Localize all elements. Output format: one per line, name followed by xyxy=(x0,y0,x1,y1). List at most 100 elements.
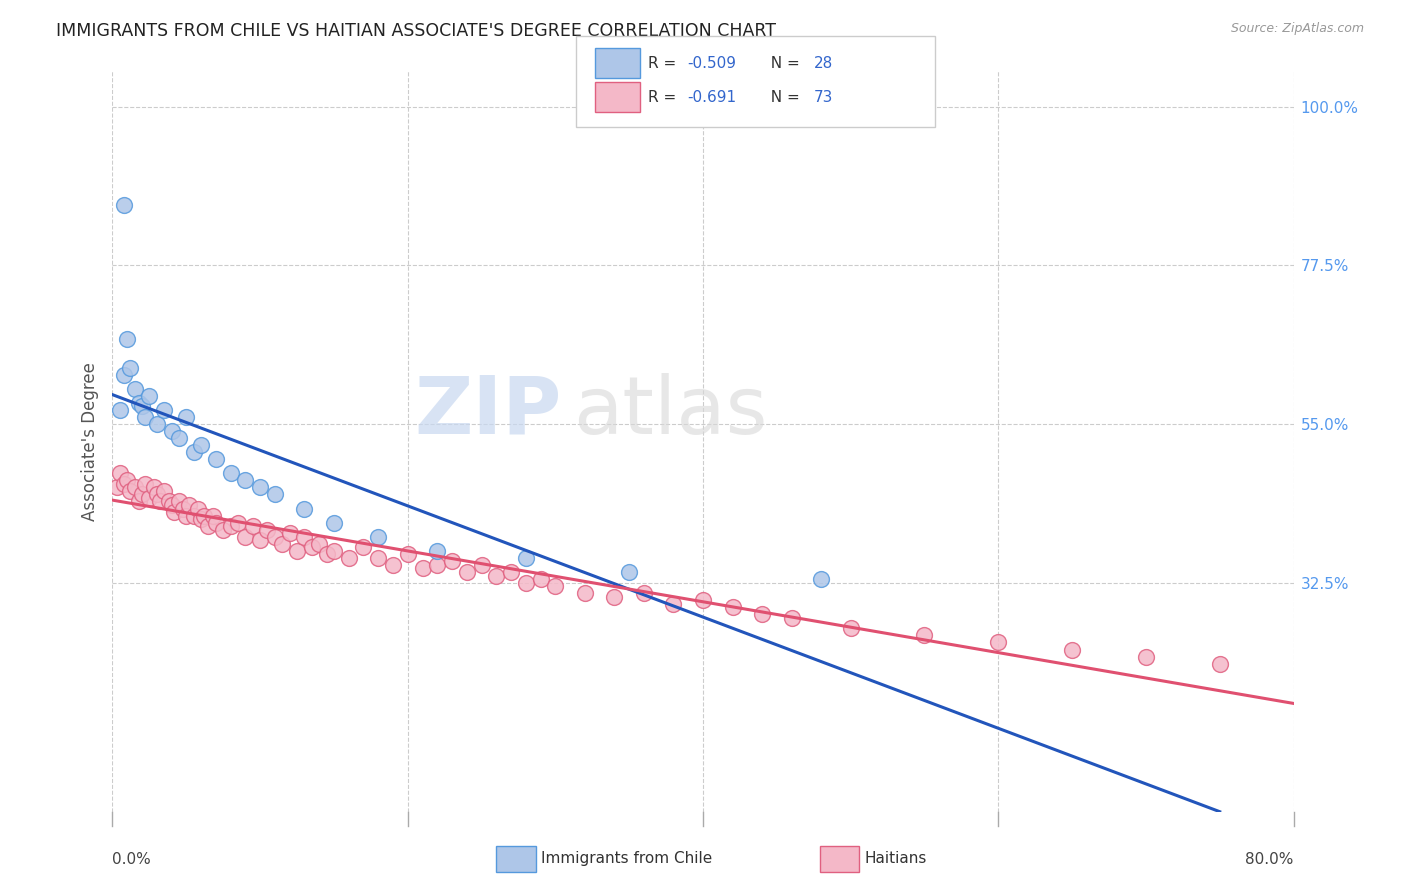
Point xyxy=(485,568,508,582)
Point xyxy=(810,572,832,586)
Point xyxy=(183,508,205,523)
Point xyxy=(197,519,219,533)
Point xyxy=(367,550,389,565)
Point xyxy=(264,487,287,501)
Point xyxy=(172,501,194,516)
Text: IMMIGRANTS FROM CHILE VS HAITIAN ASSOCIATE'S DEGREE CORRELATION CHART: IMMIGRANTS FROM CHILE VS HAITIAN ASSOCIA… xyxy=(56,22,776,40)
Point xyxy=(108,467,131,481)
Point xyxy=(308,537,330,551)
Point xyxy=(367,530,389,544)
Point xyxy=(662,597,685,611)
Point xyxy=(396,547,419,561)
Text: -0.509: -0.509 xyxy=(688,56,737,70)
Point xyxy=(190,512,212,526)
Point xyxy=(190,438,212,452)
Point xyxy=(1208,657,1232,671)
Point xyxy=(120,360,142,375)
Point xyxy=(633,586,655,600)
Point xyxy=(160,498,183,512)
Text: 80.0%: 80.0% xyxy=(1246,853,1294,867)
Point xyxy=(278,526,301,541)
Point xyxy=(1135,649,1157,664)
Point xyxy=(751,607,773,622)
Point xyxy=(163,505,186,519)
Point xyxy=(149,494,172,508)
Point xyxy=(914,628,936,642)
Point xyxy=(987,635,1010,649)
Point xyxy=(441,554,464,568)
Point xyxy=(128,494,150,508)
Point xyxy=(138,389,160,403)
Point xyxy=(205,452,228,467)
Point xyxy=(138,491,160,505)
Point xyxy=(212,523,235,537)
Point xyxy=(167,494,190,508)
Point xyxy=(134,476,156,491)
Point xyxy=(382,558,405,572)
Point xyxy=(226,516,249,530)
Point xyxy=(183,445,205,459)
Point xyxy=(692,593,714,607)
Point xyxy=(219,467,242,481)
Point xyxy=(112,476,135,491)
Point xyxy=(271,537,294,551)
Point xyxy=(174,508,197,523)
Point xyxy=(249,533,271,548)
Text: atlas: atlas xyxy=(574,373,768,451)
Text: Haitians: Haitians xyxy=(865,851,927,865)
Point xyxy=(315,547,337,561)
Text: Source: ZipAtlas.com: Source: ZipAtlas.com xyxy=(1230,22,1364,36)
Point xyxy=(323,544,346,558)
Point xyxy=(574,586,596,600)
Point xyxy=(456,565,478,579)
Point xyxy=(529,572,551,586)
Point xyxy=(205,516,228,530)
Point xyxy=(603,590,626,604)
Point xyxy=(219,519,242,533)
Point xyxy=(426,558,449,572)
Point xyxy=(1062,642,1084,657)
Point xyxy=(337,550,360,565)
Point xyxy=(780,611,803,625)
Text: R =: R = xyxy=(648,56,682,70)
Point xyxy=(426,544,449,558)
Point xyxy=(153,402,176,417)
Y-axis label: Associate's Degree: Associate's Degree xyxy=(80,362,98,521)
Point xyxy=(264,530,287,544)
Point xyxy=(153,483,176,498)
Point xyxy=(233,530,256,544)
Text: 73: 73 xyxy=(814,90,834,104)
Point xyxy=(470,558,494,572)
Point xyxy=(352,541,374,555)
Point xyxy=(187,501,209,516)
Point xyxy=(619,565,641,579)
Point xyxy=(146,487,169,501)
Point xyxy=(131,487,153,501)
Point xyxy=(301,541,323,555)
Point xyxy=(167,431,190,445)
Point xyxy=(134,409,156,424)
Point xyxy=(142,480,165,494)
Point xyxy=(131,399,153,413)
Point xyxy=(292,501,315,516)
Point xyxy=(179,498,201,512)
Point xyxy=(112,198,135,212)
Text: 28: 28 xyxy=(814,56,834,70)
Text: 0.0%: 0.0% xyxy=(112,853,152,867)
Text: N =: N = xyxy=(761,90,804,104)
Point xyxy=(108,402,131,417)
Text: Immigrants from Chile: Immigrants from Chile xyxy=(541,851,713,865)
Point xyxy=(515,550,537,565)
Point xyxy=(160,424,183,438)
Point xyxy=(515,575,537,590)
Point xyxy=(544,579,567,593)
Point xyxy=(721,600,744,615)
Text: N =: N = xyxy=(761,56,804,70)
Point xyxy=(249,480,271,494)
Point xyxy=(323,516,346,530)
Point xyxy=(124,480,146,494)
Point xyxy=(112,368,135,382)
Text: ZIP: ZIP xyxy=(413,373,561,451)
Point xyxy=(233,473,256,487)
Point xyxy=(117,473,138,487)
